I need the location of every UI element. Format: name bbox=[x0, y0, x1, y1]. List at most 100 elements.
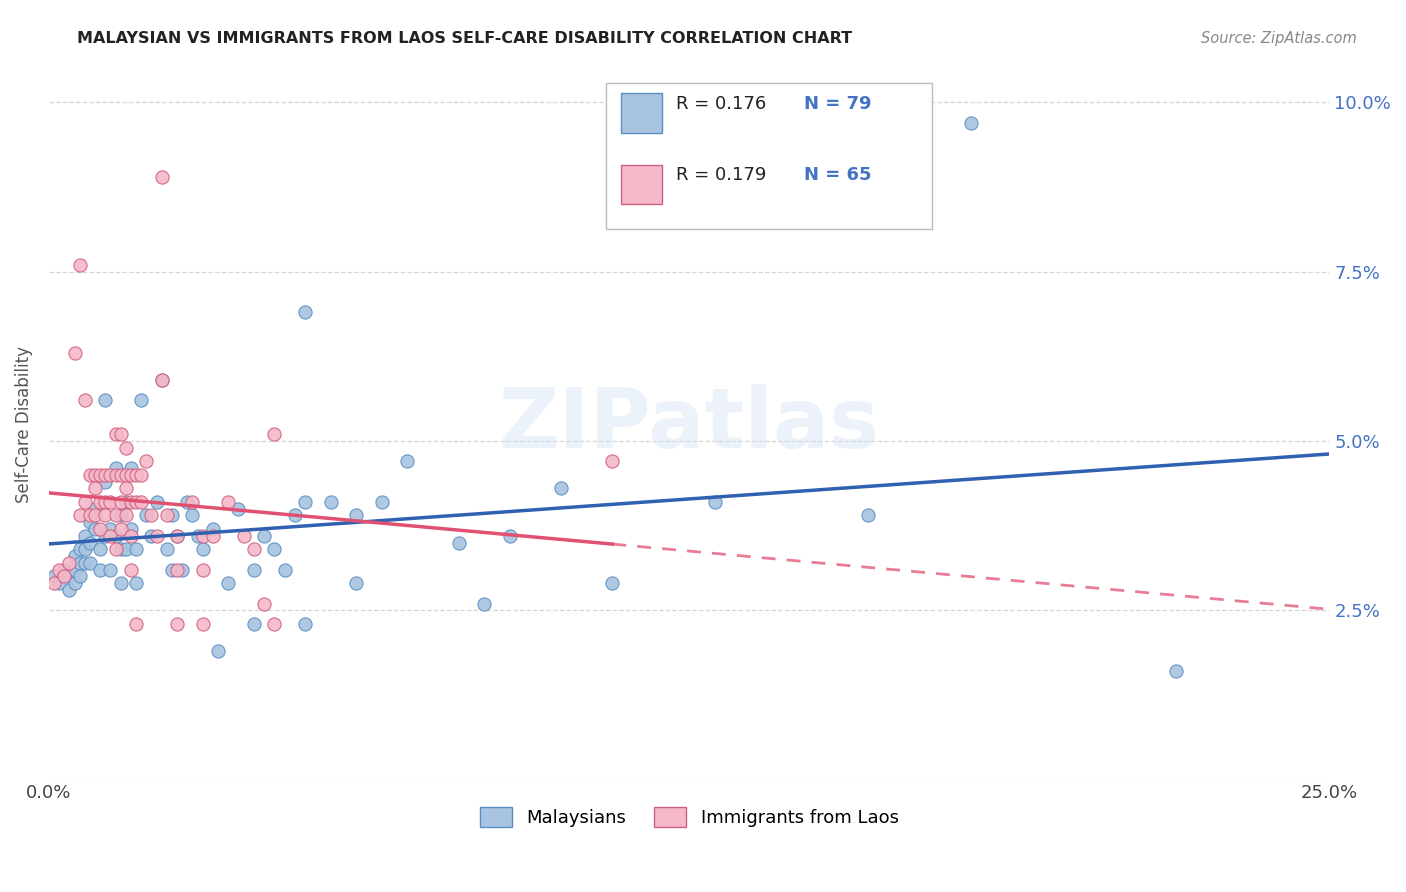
Point bbox=[201, 522, 224, 536]
Point bbox=[253, 529, 276, 543]
Point bbox=[63, 346, 86, 360]
Point bbox=[110, 576, 132, 591]
Point bbox=[58, 582, 80, 597]
Point bbox=[73, 542, 96, 557]
Text: Source: ZipAtlas.com: Source: ZipAtlas.com bbox=[1201, 31, 1357, 46]
Point bbox=[273, 563, 295, 577]
Point bbox=[135, 454, 157, 468]
Point bbox=[73, 495, 96, 509]
Point bbox=[120, 495, 142, 509]
Point bbox=[94, 475, 117, 489]
Point bbox=[110, 522, 132, 536]
Point bbox=[550, 482, 572, 496]
Point bbox=[89, 467, 111, 482]
Point bbox=[191, 616, 214, 631]
Point bbox=[110, 495, 132, 509]
Point bbox=[284, 508, 307, 523]
Point bbox=[84, 501, 107, 516]
Point bbox=[79, 515, 101, 529]
Point bbox=[94, 508, 117, 523]
Point bbox=[172, 563, 194, 577]
Point bbox=[1164, 665, 1187, 679]
Point bbox=[243, 542, 266, 557]
Point bbox=[243, 616, 266, 631]
Point bbox=[181, 495, 204, 509]
Point bbox=[114, 441, 136, 455]
Point bbox=[156, 508, 179, 523]
Point bbox=[191, 542, 214, 557]
Point bbox=[84, 482, 107, 496]
Point bbox=[89, 542, 111, 557]
Point bbox=[79, 535, 101, 549]
Point bbox=[141, 508, 163, 523]
Point bbox=[396, 454, 419, 468]
Point bbox=[344, 576, 367, 591]
Point bbox=[120, 529, 142, 543]
Point bbox=[114, 495, 136, 509]
Point bbox=[125, 495, 148, 509]
Point bbox=[176, 495, 198, 509]
Point bbox=[319, 495, 342, 509]
Point bbox=[166, 563, 188, 577]
Point bbox=[104, 529, 127, 543]
Point bbox=[294, 616, 316, 631]
Point bbox=[166, 529, 188, 543]
Point bbox=[129, 393, 152, 408]
Point bbox=[217, 576, 239, 591]
Point bbox=[42, 569, 65, 583]
Point bbox=[63, 549, 86, 563]
Point bbox=[186, 529, 208, 543]
Point bbox=[135, 508, 157, 523]
Point bbox=[120, 461, 142, 475]
Point bbox=[110, 467, 132, 482]
Point bbox=[960, 116, 983, 130]
Point bbox=[73, 529, 96, 543]
Point bbox=[42, 576, 65, 591]
Point bbox=[114, 542, 136, 557]
Point bbox=[125, 467, 148, 482]
Point bbox=[120, 467, 142, 482]
Point bbox=[100, 563, 122, 577]
Point bbox=[129, 467, 152, 482]
Point bbox=[73, 556, 96, 570]
Legend: Malaysians, Immigrants from Laos: Malaysians, Immigrants from Laos bbox=[472, 799, 905, 835]
Point bbox=[114, 467, 136, 482]
Point bbox=[79, 467, 101, 482]
Point bbox=[100, 529, 122, 543]
Point bbox=[166, 616, 188, 631]
Point bbox=[371, 495, 394, 509]
Point bbox=[499, 529, 522, 543]
Point bbox=[447, 535, 470, 549]
Point bbox=[104, 461, 127, 475]
Point bbox=[125, 576, 148, 591]
Point bbox=[114, 508, 136, 523]
Point bbox=[104, 467, 127, 482]
Point bbox=[110, 508, 132, 523]
Point bbox=[89, 495, 111, 509]
Point bbox=[602, 576, 624, 591]
Point bbox=[294, 495, 316, 509]
Point bbox=[150, 373, 173, 387]
Point bbox=[703, 495, 725, 509]
Point bbox=[69, 258, 91, 272]
Point bbox=[201, 529, 224, 543]
Point bbox=[263, 616, 285, 631]
Point bbox=[104, 508, 127, 523]
Point bbox=[232, 529, 254, 543]
Point bbox=[129, 495, 152, 509]
FancyBboxPatch shape bbox=[621, 94, 662, 133]
Point bbox=[110, 427, 132, 442]
Point bbox=[263, 427, 285, 442]
Point bbox=[120, 563, 142, 577]
Point bbox=[191, 529, 214, 543]
Point bbox=[48, 563, 70, 577]
Point bbox=[344, 508, 367, 523]
Point bbox=[602, 454, 624, 468]
Point bbox=[472, 597, 495, 611]
Point bbox=[58, 556, 80, 570]
Text: R = 0.179: R = 0.179 bbox=[676, 166, 766, 184]
Point bbox=[69, 508, 91, 523]
Point bbox=[100, 467, 122, 482]
FancyBboxPatch shape bbox=[621, 164, 662, 203]
Point bbox=[94, 393, 117, 408]
